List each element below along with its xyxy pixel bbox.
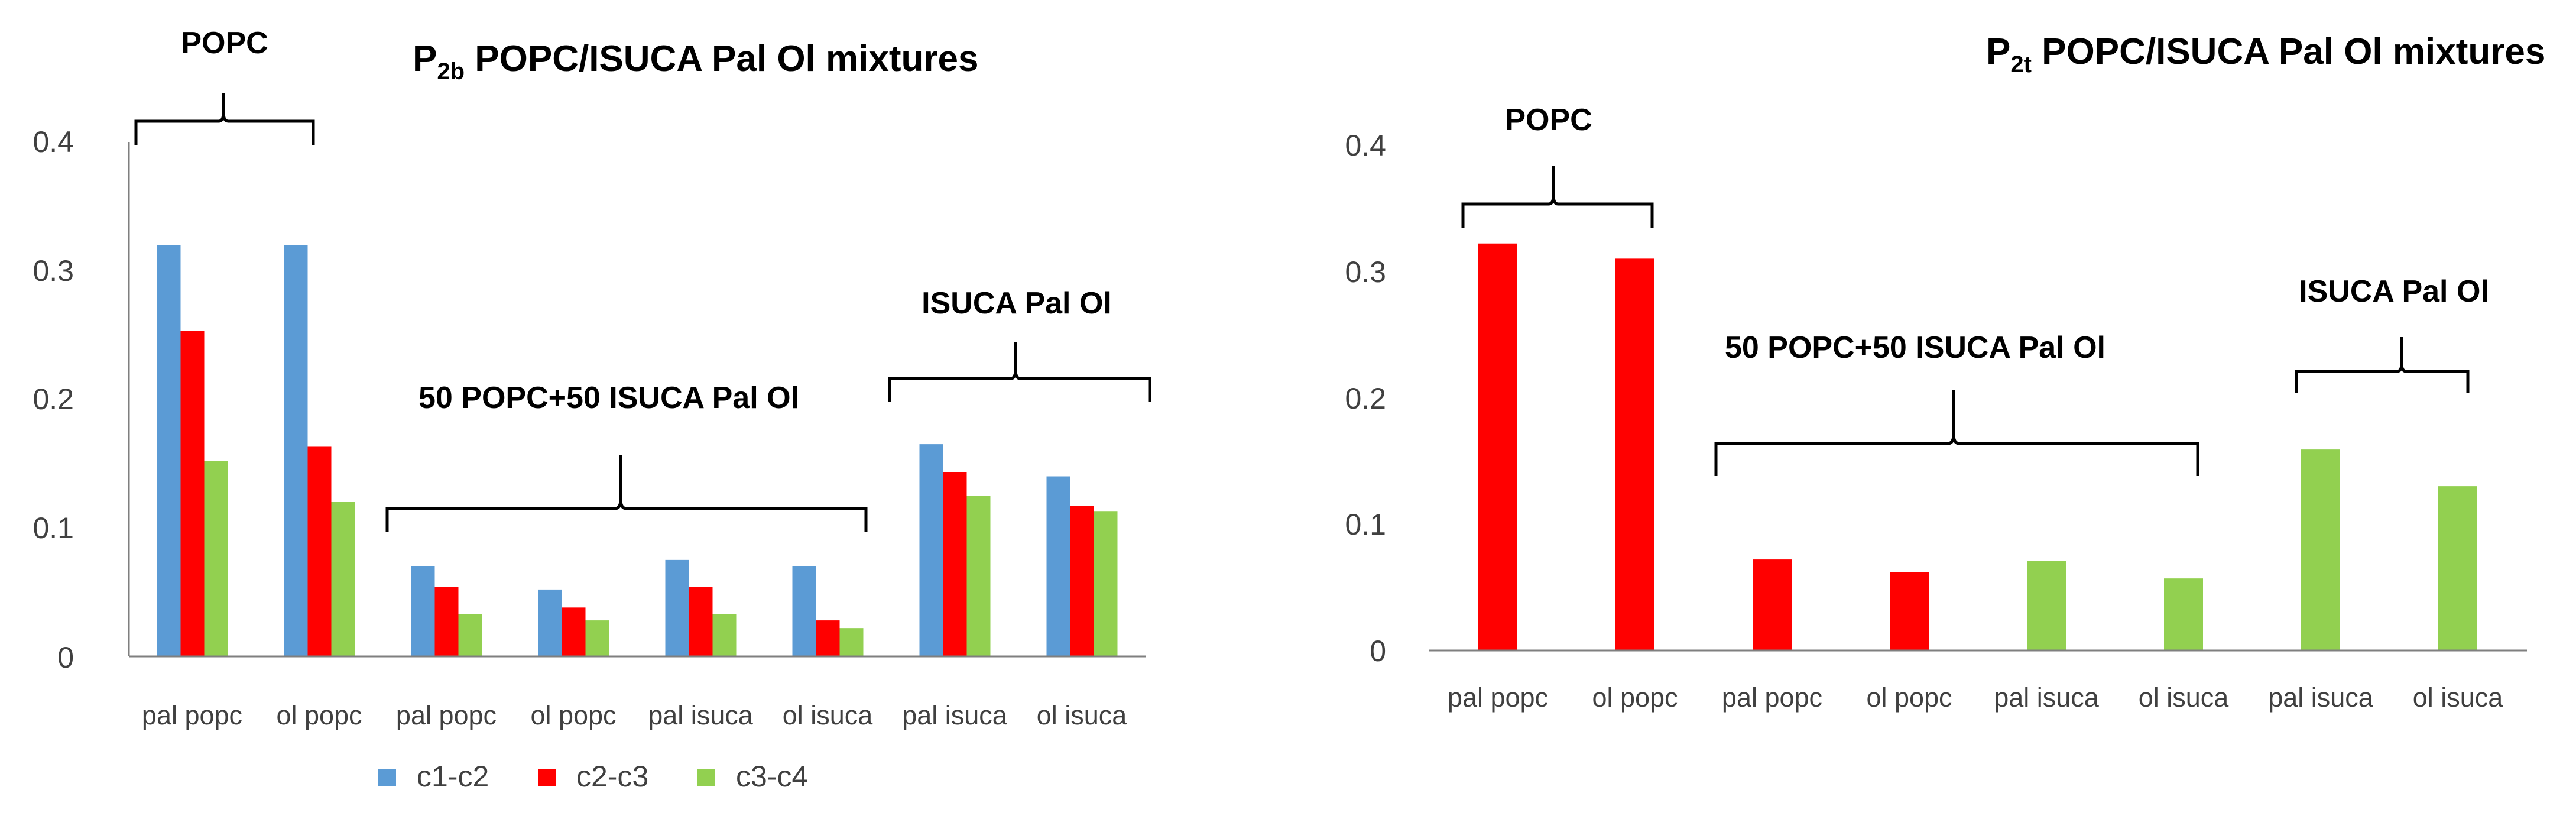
bar-c2-c3-7 bbox=[1070, 506, 1094, 656]
chart-left-xtick: pal popc bbox=[396, 700, 497, 730]
chart-right-xtick: ol popc bbox=[1866, 682, 1952, 713]
bar-right-2 bbox=[1753, 559, 1792, 650]
chart-left-xtick: ol popc bbox=[276, 700, 362, 730]
chart-right-brace-popc bbox=[1461, 166, 1654, 228]
bar-right-3 bbox=[1890, 572, 1929, 650]
chart-left-annotation-mix: 50 POPC+50 ISUCA Pal Ol bbox=[418, 381, 799, 415]
bar-right-7 bbox=[2438, 486, 2477, 650]
chart-right-xtick: pal isuca bbox=[1994, 682, 2100, 713]
chart-left-xtick: ol isuca bbox=[783, 700, 874, 730]
chart-right-xtick: ol popc bbox=[1592, 682, 1678, 713]
chart-right-xtick: ol isuca bbox=[2139, 682, 2230, 713]
chart-right-ytick: 0.2 bbox=[1345, 382, 1386, 415]
bar-c3-c4-0 bbox=[204, 461, 228, 656]
chart-left-annotation-isuca: ISUCA Pal Ol bbox=[922, 286, 1112, 321]
bar-c2-c3-0 bbox=[180, 331, 205, 656]
bar-c1-c2-7 bbox=[1046, 476, 1070, 656]
chart-left-ytick: 0.4 bbox=[33, 125, 74, 158]
bar-right-0 bbox=[1478, 243, 1517, 651]
chart-right-xtick: pal popc bbox=[1722, 682, 1822, 713]
bar-c1-c2-3 bbox=[538, 589, 562, 656]
chart-left-xtick: pal isuca bbox=[648, 700, 754, 730]
chart-left-brace-mix bbox=[385, 455, 868, 532]
chart-left-xtick: pal isuca bbox=[902, 700, 1008, 730]
chart-right: P2t POPC/ISUCA Pal Ol mixtures 0 0.1 0.2… bbox=[1345, 31, 2545, 713]
chart-left: P2b POPC/ISUCA Pal Ol mixtures 0 0.1 0.2… bbox=[33, 26, 1151, 793]
chart-left-title: P2b POPC/ISUCA Pal Ol mixtures bbox=[413, 38, 978, 85]
legend-swatch-c2-c3 bbox=[538, 769, 556, 786]
legend-swatch-c1-c2 bbox=[378, 769, 396, 786]
chart-left-ytick: 0.1 bbox=[33, 512, 74, 545]
bar-c3-c4-4 bbox=[712, 614, 737, 656]
bar-c2-c3-6 bbox=[943, 472, 967, 656]
bar-c2-c3-3 bbox=[562, 607, 586, 656]
chart-right-brace-mix bbox=[1714, 390, 2199, 476]
chart-left-xtick: ol popc bbox=[530, 700, 616, 730]
bar-c3-c4-5 bbox=[839, 628, 864, 656]
bar-c2-c3-2 bbox=[434, 587, 459, 656]
chart-left-xtick: ol isuca bbox=[1037, 700, 1128, 730]
chart-left-bars bbox=[157, 245, 1118, 656]
bar-c3-c4-6 bbox=[966, 496, 991, 656]
bar-c1-c2-6 bbox=[919, 444, 943, 656]
bar-c3-c4-2 bbox=[458, 614, 482, 656]
legend-label-c1-c2: c1-c2 bbox=[417, 760, 489, 793]
chart-right-title: P2t POPC/ISUCA Pal Ol mixtures bbox=[1986, 31, 2545, 77]
bar-c3-c4-3 bbox=[585, 620, 609, 656]
bar-right-5 bbox=[2164, 578, 2203, 650]
legend-swatch-c3-c4 bbox=[697, 769, 715, 786]
chart-right-annotation-isuca: ISUCA Pal Ol bbox=[2299, 274, 2489, 309]
chart-right-annotation-popc: POPC bbox=[1505, 103, 1592, 137]
bar-c3-c4-1 bbox=[331, 502, 355, 656]
chart-left-xtick: pal popc bbox=[142, 700, 242, 730]
chart-right-bars bbox=[1478, 243, 2477, 651]
bar-c1-c2-4 bbox=[665, 559, 689, 656]
bar-c1-c2-0 bbox=[157, 245, 181, 656]
chart-left-brace-popc bbox=[134, 93, 315, 145]
chart-left-ytick: 0 bbox=[57, 641, 74, 674]
chart-right-brace-isuca bbox=[2295, 337, 2470, 393]
bar-c1-c2-2 bbox=[411, 566, 435, 656]
chart-right-y-axis: 0 0.1 0.2 0.3 0.4 bbox=[1345, 129, 1386, 668]
legend-label-c3-c4: c3-c4 bbox=[736, 760, 808, 793]
chart-left-annotation-popc: POPC bbox=[181, 26, 268, 60]
chart-left-x-axis: pal popc ol popc pal popc ol popc pal is… bbox=[142, 700, 1127, 730]
chart-right-ytick: 0.3 bbox=[1345, 255, 1386, 289]
chart-left-y-axis: 0 0.1 0.2 0.3 0.4 bbox=[33, 125, 74, 674]
chart-right-x-axis: pal popc ol popc pal popc ol popc pal is… bbox=[1448, 682, 2503, 713]
bar-right-4 bbox=[2027, 561, 2066, 650]
chart-left-ytick: 0.2 bbox=[33, 383, 74, 416]
chart-right-xtick: ol isuca bbox=[2413, 682, 2504, 713]
chart-right-annotation-mix: 50 POPC+50 ISUCA Pal Ol bbox=[1725, 331, 2105, 365]
bar-c2-c3-1 bbox=[307, 446, 332, 656]
bar-c2-c3-4 bbox=[689, 587, 713, 656]
chart-right-xtick: pal popc bbox=[1448, 682, 1548, 713]
chart-left-brace-isuca bbox=[888, 342, 1151, 402]
chart-right-ytick: 0.1 bbox=[1345, 508, 1386, 541]
chart-right-ytick: 0 bbox=[1370, 635, 1386, 668]
bar-c3-c4-7 bbox=[1094, 511, 1118, 656]
chart-right-xtick: pal isuca bbox=[2268, 682, 2374, 713]
bar-right-1 bbox=[1615, 258, 1654, 650]
legend-label-c2-c3: c2-c3 bbox=[576, 760, 648, 793]
bar-c2-c3-5 bbox=[816, 620, 840, 656]
chart-left-ytick: 0.3 bbox=[33, 254, 74, 287]
chart-right-ytick: 0.4 bbox=[1345, 129, 1386, 162]
bar-c1-c2-5 bbox=[792, 566, 816, 656]
bar-right-6 bbox=[2301, 449, 2340, 650]
chart-left-legend: c1-c2 c2-c3 c3-c4 bbox=[378, 760, 808, 793]
bar-c1-c2-1 bbox=[284, 245, 308, 656]
